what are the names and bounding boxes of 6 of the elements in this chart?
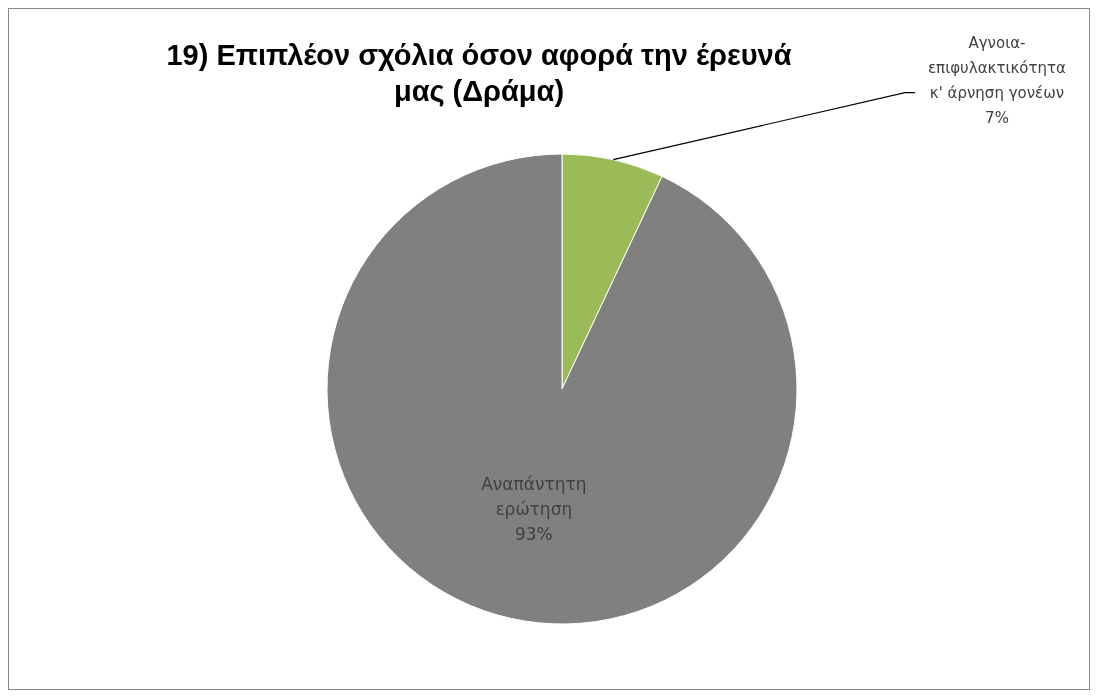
data-label: 93% [514, 524, 553, 545]
slice-label: Αγνοια-επιφυλακτικότητα κ' άρνηση γονέων [928, 33, 1067, 102]
text: 19) Επιπλέον σχόλια όσον αφορά την έρευνά μας (Δράμα) [165, 38, 793, 109]
data-label: 7% [985, 108, 1009, 127]
slice-label: Αναπάντητη ερώτηση [481, 474, 587, 520]
pie-slice [326, 153, 798, 625]
